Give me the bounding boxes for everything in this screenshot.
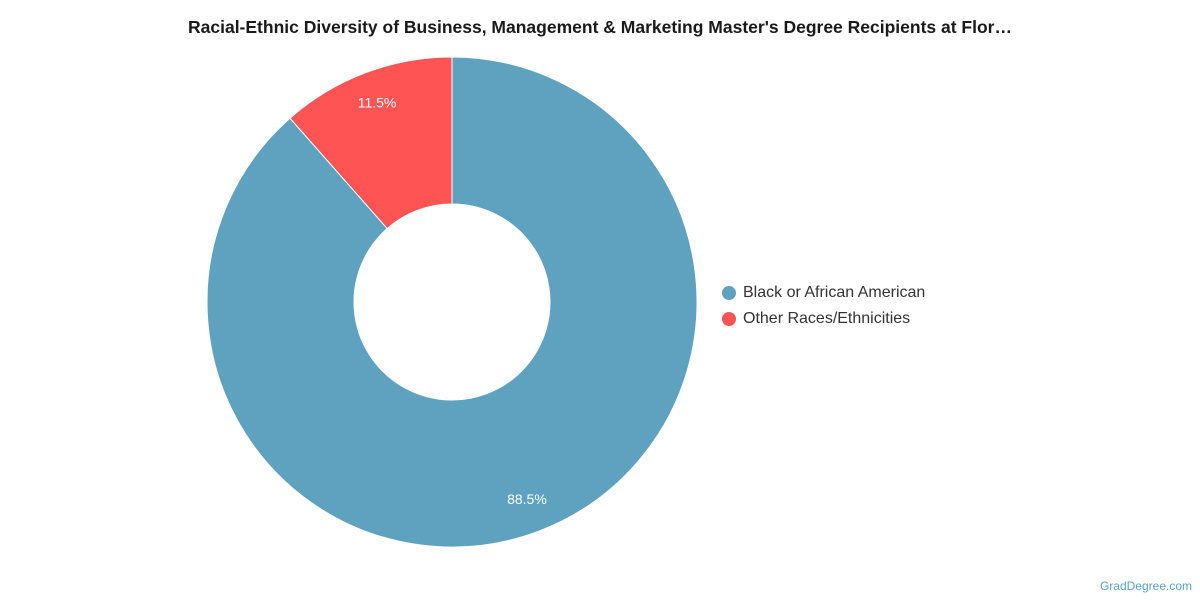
donut-slices <box>206 56 698 548</box>
chart-title: Racial-Ethnic Diversity of Business, Man… <box>188 17 1012 37</box>
donut-slice-labels: 88.5% 11.5% <box>358 94 547 507</box>
legend-label-other-races-ethnicities: Other Races/Ethnicities <box>743 310 911 327</box>
legend-item-black-or-african-american[interactable]: Black or African American <box>722 280 925 306</box>
slice-label-other-races-ethnicities: 11.5% <box>358 94 397 110</box>
watermark-link[interactable]: GradDegree.com <box>1099 579 1192 593</box>
slice-label-black-or-african-american: 88.5% <box>507 491 547 507</box>
slice-other-races-ethnicities[interactable] <box>289 56 453 230</box>
legend-item-other-races-ethnicities[interactable]: Other Races/Ethnicities <box>722 306 925 332</box>
chart-legend: Black or African American Other Races/Et… <box>722 280 925 332</box>
slice-black-or-african-american[interactable] <box>206 56 698 548</box>
legend-swatch-black-or-african-american <box>722 286 736 300</box>
legend-label-black-or-african-american: Black or African American <box>743 284 926 301</box>
legend-swatch-other-races-ethnicities <box>722 312 736 326</box>
